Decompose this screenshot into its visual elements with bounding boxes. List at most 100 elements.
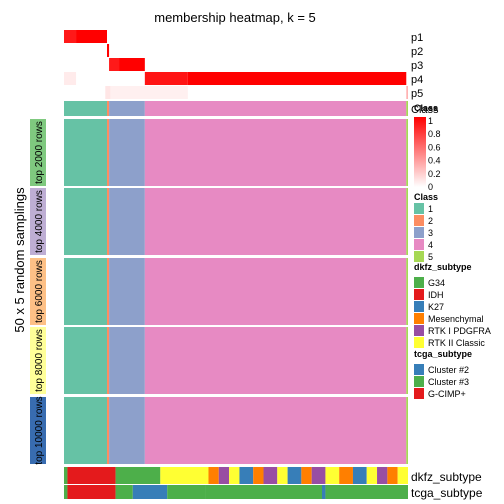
membership-cell-p4-5 bbox=[64, 72, 77, 85]
tcga-subtype-row-label: tcga_subtype bbox=[411, 486, 483, 500]
group-4-class-cell-2 bbox=[109, 397, 145, 464]
group-4-class-cell-1 bbox=[107, 397, 110, 464]
class-swatch-2 bbox=[414, 227, 424, 238]
group-bar-4 bbox=[30, 397, 46, 464]
class-swatch-4 bbox=[414, 251, 424, 262]
membership-row-label-p2: p2 bbox=[411, 46, 423, 58]
group-4-class-cell-3 bbox=[144, 397, 407, 464]
dkfz-subtype-cell-1 bbox=[67, 467, 116, 484]
dkfz-subtype-cell-0 bbox=[64, 467, 68, 484]
group-3-class-cell-2 bbox=[109, 327, 145, 394]
tcga-subtype-swatch-0 bbox=[414, 364, 424, 375]
probability-tick-0: 1 bbox=[428, 116, 433, 126]
dkfz-subtype-cell-19 bbox=[387, 467, 398, 484]
probability-tick-3: 0.4 bbox=[428, 156, 441, 166]
dkfz-subtype-cell-2 bbox=[115, 467, 161, 484]
group-1-class-cell-3 bbox=[144, 188, 407, 255]
class-label-1: 2 bbox=[428, 216, 433, 226]
dkfz-subtype-cell-14 bbox=[325, 467, 340, 484]
class-cell-4 bbox=[406, 101, 408, 116]
probability-colorbar bbox=[414, 117, 426, 187]
membership-cell-p2-2 bbox=[107, 44, 110, 57]
dkfz-subtype-cell-5 bbox=[218, 467, 230, 484]
group-1-class-cell-1 bbox=[107, 188, 110, 255]
tcga-subtype-cell-7 bbox=[325, 485, 408, 499]
chart-title: membership heatmap, k = 5 bbox=[154, 10, 316, 25]
dkfz-subtype-cell-20 bbox=[397, 467, 408, 484]
membership-cell-p3-3 bbox=[109, 58, 120, 71]
dkfz-subtype-cell-8 bbox=[253, 467, 264, 484]
group-3-class-cell-4 bbox=[406, 327, 408, 394]
bottom-annotations: dkfz_subtype tcga_subtype bbox=[64, 467, 483, 500]
dkfz-subtype-label-0: G34 bbox=[428, 278, 445, 288]
dkfz-subtype-swatch-5 bbox=[414, 337, 424, 348]
class-legend-title: Class bbox=[414, 192, 438, 202]
legends: Class10.80.60.40.20Class12345dkfz_subtyp… bbox=[414, 103, 491, 399]
dkfz-subtype-swatch-3 bbox=[414, 313, 424, 324]
group-label-2: top 6000 rows bbox=[34, 260, 45, 323]
membership-row-label-p1: p1 bbox=[411, 32, 423, 44]
class-row-label: Class bbox=[411, 104, 439, 116]
class-label-0: 1 bbox=[428, 204, 433, 214]
membership-cell-p5-9 bbox=[110, 86, 188, 99]
probability-tick-4: 0.2 bbox=[428, 169, 441, 179]
dkfz-subtype-cell-9 bbox=[263, 467, 278, 484]
membership-row-label-p5: p5 bbox=[411, 88, 423, 100]
membership-cell-p1-1 bbox=[76, 30, 107, 43]
membership-cell-p5-10 bbox=[406, 86, 408, 99]
dkfz-subtype-cell-16 bbox=[352, 467, 367, 484]
dkfz-subtype-row-label: dkfz_subtype bbox=[411, 470, 482, 484]
membership-row-bg-p3 bbox=[64, 58, 408, 71]
dkfz-subtype-swatch-1 bbox=[414, 289, 424, 300]
class-cell-0 bbox=[64, 101, 107, 116]
dkfz-subtype-swatch-2 bbox=[414, 301, 424, 312]
group-0-class-cell-2 bbox=[109, 119, 145, 186]
dkfz-subtype-cell-13 bbox=[311, 467, 326, 484]
class-swatch-0 bbox=[414, 203, 424, 214]
membership-rows: p1 p2 p3 p4 p5 bbox=[64, 30, 423, 100]
group-2-class-cell-4 bbox=[406, 258, 408, 325]
dkfz-subtype-cell-3 bbox=[160, 467, 209, 484]
dkfz-subtype-cell-17 bbox=[366, 467, 378, 484]
class-cell-1 bbox=[107, 101, 110, 116]
membership-row-bg-p2 bbox=[64, 44, 408, 57]
dkfz-subtype-cell-12 bbox=[301, 467, 312, 484]
probability-tick-1: 0.8 bbox=[428, 129, 441, 139]
class-label-3: 4 bbox=[428, 240, 433, 250]
group-0-class-cell-3 bbox=[144, 119, 407, 186]
dkfz-subtype-swatch-4 bbox=[414, 325, 424, 336]
class-label-2: 3 bbox=[428, 228, 433, 238]
group-bar-2 bbox=[30, 258, 46, 325]
group-1-class-cell-0 bbox=[64, 188, 107, 255]
tcga-subtype-label-0: Cluster #2 bbox=[428, 365, 469, 375]
membership-cell-p3-4 bbox=[119, 58, 145, 71]
group-0-class-cell-4 bbox=[406, 119, 408, 186]
tcga-subtype-label-1: Cluster #3 bbox=[428, 377, 469, 387]
class-swatch-1 bbox=[414, 215, 424, 226]
group-2-class-cell-0 bbox=[64, 258, 107, 325]
dkfz-subtype-legend-title: dkfz_subtype bbox=[414, 262, 472, 272]
tcga-subtype-label-2: G-CIMP+ bbox=[428, 389, 466, 399]
dkfz-subtype-label-2: K27 bbox=[428, 302, 444, 312]
dkfz-subtype-cell-4 bbox=[208, 467, 219, 484]
group-bar-0 bbox=[30, 119, 46, 186]
class-swatch-3 bbox=[414, 239, 424, 250]
y-axis-label: 50 x 5 random samplings bbox=[12, 187, 27, 333]
class-cell-3 bbox=[144, 101, 407, 116]
class-cell-2 bbox=[109, 101, 145, 116]
probability-legend-title: Class bbox=[414, 103, 438, 113]
group-2-class-cell-2 bbox=[109, 258, 145, 325]
group-3-class-cell-1 bbox=[107, 327, 110, 394]
group-bar-1 bbox=[30, 188, 46, 255]
group-label-4: top 10000 rows bbox=[34, 396, 45, 464]
tcga-subtype-cell-5 bbox=[205, 485, 322, 499]
tcga-subtype-cell-0 bbox=[64, 485, 68, 499]
group-4-class-cell-0 bbox=[64, 397, 107, 464]
membership-row-bg-p1 bbox=[64, 30, 408, 43]
dkfz-subtype-label-3: Mesenchymal bbox=[428, 314, 484, 324]
group-label-3: top 8000 rows bbox=[34, 329, 45, 392]
dkfz-subtype-cell-7 bbox=[239, 467, 254, 484]
dkfz-subtype-cell-15 bbox=[339, 467, 353, 484]
tcga-subtype-swatch-2 bbox=[414, 388, 424, 399]
membership-cell-p4-7 bbox=[187, 72, 407, 85]
